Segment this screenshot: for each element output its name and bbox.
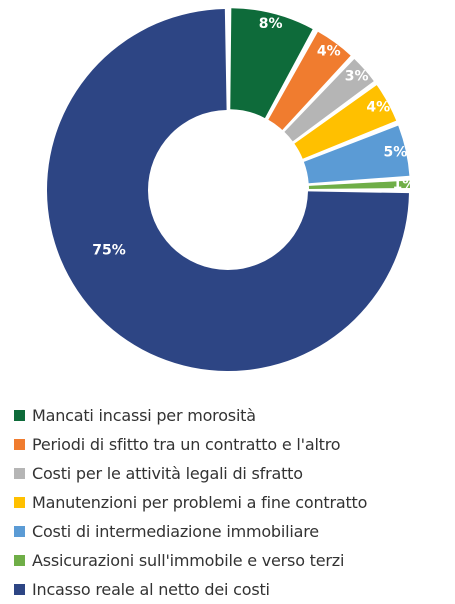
legend-item-costi-per-le-attivita-legali-di-sfratto: Costi per le attività legali di sfratto xyxy=(14,459,367,488)
legend-label: Incasso reale al netto dei costi xyxy=(32,580,270,599)
slice-value-label: 4% xyxy=(317,43,341,59)
slice-manutenzioni-per-problemi-a-fine-contratto xyxy=(294,85,397,159)
slice-mancati-incassi-per-morosita xyxy=(230,8,313,119)
legend-label: Costi per le attività legali di sfratto xyxy=(32,464,303,483)
legend-label: Mancati incassi per morosità xyxy=(32,406,256,425)
legend-swatch xyxy=(14,497,25,508)
slice-value-label: 5% xyxy=(383,145,407,161)
legend-swatch xyxy=(14,526,25,537)
legend-swatch xyxy=(14,468,25,479)
legend-item-periodi-di-sfitto-tra-un-contratto-e-l-altro: Periodi di sfitto tra un contratto e l'a… xyxy=(14,430,367,459)
slice-assicurazioni-sull-immobile-e-verso-terzi xyxy=(308,180,410,190)
donut-chart: 8%4%3%4%5%1%75% xyxy=(47,8,417,372)
slice-incasso-reale-al-netto-dei-costi xyxy=(47,9,409,372)
legend-item-assicurazioni-sull-immobile-e-verso-terzi: Assicurazioni sull'immobile e verso terz… xyxy=(14,546,367,575)
legend-swatch xyxy=(14,584,25,595)
slice-costi-per-le-attivita-legali-di-sfratto xyxy=(284,59,374,142)
slice-costi-di-intermediazione-immobiliare xyxy=(303,125,410,184)
slice-value-label: 1% xyxy=(393,176,417,192)
legend-label: Costi di intermediazione immobiliare xyxy=(32,522,319,541)
slice-value-label: 4% xyxy=(366,99,390,115)
legend-swatch xyxy=(14,555,25,566)
legend-swatch xyxy=(14,410,25,421)
legend-swatch xyxy=(14,439,25,450)
legend-label: Assicurazioni sull'immobile e verso terz… xyxy=(32,551,345,570)
legend-item-manutenzioni-per-problemi-a-fine-contratto: Manutenzioni per problemi a fine contrat… xyxy=(14,488,367,517)
legend-item-costi-di-intermediazione-immobiliare: Costi di intermediazione immobiliare xyxy=(14,517,367,546)
slice-value-label: 3% xyxy=(345,69,369,85)
legend-item-mancati-incassi-per-morosita: Mancati incassi per morosità xyxy=(14,401,367,430)
slice-value-label: 75% xyxy=(92,243,126,259)
legend-label: Manutenzioni per problemi a fine contrat… xyxy=(32,493,368,512)
legend-label: Periodi di sfitto tra un contratto e l'a… xyxy=(32,435,341,454)
chart-legend: Mancati incassi per morosità Periodi di s… xyxy=(14,401,367,604)
legend-item-incasso-reale-al-netto-dei-costi: Incasso reale al netto dei costi xyxy=(14,575,367,604)
slice-value-label: 8% xyxy=(259,16,283,32)
slice-periodi-di-sfitto-tra-un-contratto-e-l-altro xyxy=(268,31,351,130)
